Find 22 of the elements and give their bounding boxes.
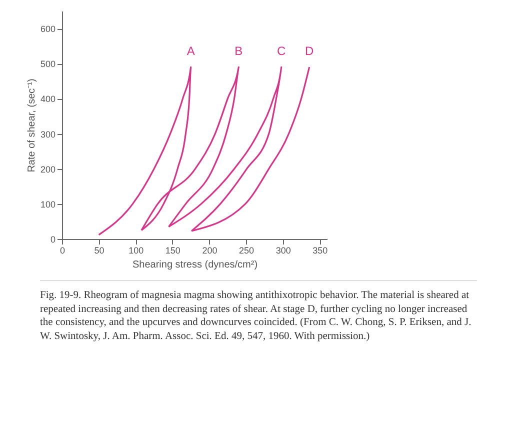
y-tick-label: 100: [40, 199, 56, 210]
series-label: C: [277, 44, 286, 58]
series-label: A: [186, 44, 195, 58]
y-axis-title: Rate of shear, (sec⁻¹): [26, 78, 38, 172]
x-tick-label: 0: [60, 246, 66, 256]
x-tick-label: 250: [239, 246, 254, 256]
y-tick-label: 600: [40, 24, 56, 34]
y-tick-label: 300: [40, 129, 56, 140]
y-tick-label: 0: [50, 234, 56, 244]
x-tick-label: 300: [276, 246, 291, 256]
caption: Fig. 19-9. Rheogram of magnesia magma showing antithixotropic behavior. The material is sheared at repeated increasing and then decreasing rates of shear. At stage D, further cycling no longer increased the consistency, and the upcurves and downcurves coincided. (From C. W. Chong, S. P. Eriksen, and J. W. Swintosky, J. Am. Pharm. Assoc. Sci. Ed. 49, 547, 1960. With permission.): [40, 280, 477, 344]
x-tick-label: 50: [94, 246, 104, 256]
x-axis-title: Shearing stress (dynes/cm²): [132, 260, 258, 270]
x-tick-label: 150: [165, 246, 180, 256]
series-label: B: [234, 44, 243, 58]
y-tick-label: 200: [40, 164, 56, 174]
y-tick-label: 500: [40, 59, 56, 70]
x-tick-label: 350: [312, 246, 328, 256]
y-tick-label: 400: [40, 94, 56, 104]
x-tick-label: 100: [128, 246, 144, 256]
series-label: D: [304, 44, 314, 58]
x-tick-label: 200: [202, 246, 218, 256]
